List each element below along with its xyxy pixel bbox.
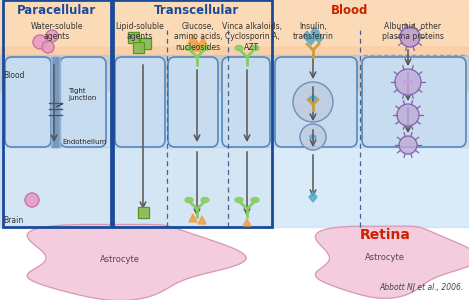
Bar: [133, 42, 144, 53]
Ellipse shape: [201, 197, 209, 202]
Bar: [140, 38, 151, 49]
Text: Brain: Brain: [3, 216, 23, 225]
Bar: [128, 32, 139, 43]
Circle shape: [400, 27, 420, 47]
Polygon shape: [27, 224, 246, 300]
Bar: [272, 147, 469, 227]
Circle shape: [399, 136, 417, 154]
FancyBboxPatch shape: [60, 57, 106, 147]
Text: Tight
junction: Tight junction: [56, 88, 96, 107]
Bar: [51, 57, 60, 147]
Ellipse shape: [404, 80, 412, 85]
FancyBboxPatch shape: [5, 57, 51, 147]
Text: Blood: Blood: [3, 70, 24, 80]
FancyBboxPatch shape: [168, 57, 218, 147]
FancyBboxPatch shape: [115, 57, 165, 147]
Bar: [113, 0, 272, 227]
Bar: [272, 55, 469, 147]
Bar: [3, 0, 111, 227]
Polygon shape: [311, 27, 319, 37]
Polygon shape: [189, 214, 197, 222]
Bar: [0, 0, 469, 45]
Polygon shape: [198, 37, 208, 47]
Polygon shape: [192, 41, 202, 51]
Text: Retina: Retina: [360, 228, 410, 242]
Ellipse shape: [235, 197, 243, 202]
Bar: [133, 42, 144, 53]
Bar: [140, 38, 151, 49]
Ellipse shape: [251, 46, 259, 50]
Text: Vinca alkaloids,
Cyclosporin A,
AZT: Vinca alkaloids, Cyclosporin A, AZT: [222, 22, 282, 52]
Ellipse shape: [201, 46, 209, 50]
Polygon shape: [198, 216, 206, 224]
Polygon shape: [188, 34, 198, 44]
Ellipse shape: [235, 46, 243, 50]
Circle shape: [42, 41, 54, 53]
Text: Lipid-soluble
agents: Lipid-soluble agents: [116, 22, 164, 41]
Bar: [0, 147, 272, 227]
Circle shape: [293, 82, 333, 122]
Bar: [53, 57, 58, 147]
Circle shape: [300, 124, 326, 150]
Text: Water-soluble
agents: Water-soluble agents: [31, 22, 83, 41]
Text: Paracellular: Paracellular: [17, 4, 97, 17]
Bar: [0, 55, 272, 147]
FancyBboxPatch shape: [222, 57, 270, 147]
Polygon shape: [309, 192, 317, 202]
Ellipse shape: [185, 197, 193, 202]
Text: Albumin, other
plasma proteins: Albumin, other plasma proteins: [382, 22, 444, 41]
Circle shape: [395, 69, 421, 95]
Text: Astrocyte: Astrocyte: [365, 254, 405, 262]
Polygon shape: [316, 226, 469, 298]
Circle shape: [46, 30, 58, 42]
Text: Transcellular: Transcellular: [154, 4, 240, 17]
Polygon shape: [243, 219, 251, 226]
Text: Astrocyte: Astrocyte: [100, 256, 140, 265]
Bar: [128, 32, 139, 43]
Text: Blood: Blood: [331, 4, 369, 17]
Bar: [138, 207, 149, 218]
Text: Glucose,
amino acids,
nucleosides: Glucose, amino acids, nucleosides: [174, 22, 222, 52]
Text: Endothelium: Endothelium: [62, 139, 106, 145]
Ellipse shape: [251, 197, 259, 202]
Circle shape: [397, 104, 419, 126]
Polygon shape: [315, 33, 323, 43]
Polygon shape: [303, 31, 311, 41]
Bar: [138, 207, 149, 218]
Ellipse shape: [310, 96, 317, 100]
Bar: [0, 0, 469, 90]
Ellipse shape: [185, 46, 193, 50]
Circle shape: [25, 193, 39, 207]
FancyBboxPatch shape: [362, 57, 466, 147]
FancyBboxPatch shape: [275, 57, 357, 147]
Circle shape: [33, 35, 47, 49]
Text: Insulin,
transferrin: Insulin, transferrin: [293, 22, 333, 41]
Ellipse shape: [310, 135, 316, 139]
Polygon shape: [307, 35, 315, 45]
Text: Abbott NJ et al., 2006.: Abbott NJ et al., 2006.: [380, 283, 464, 292]
